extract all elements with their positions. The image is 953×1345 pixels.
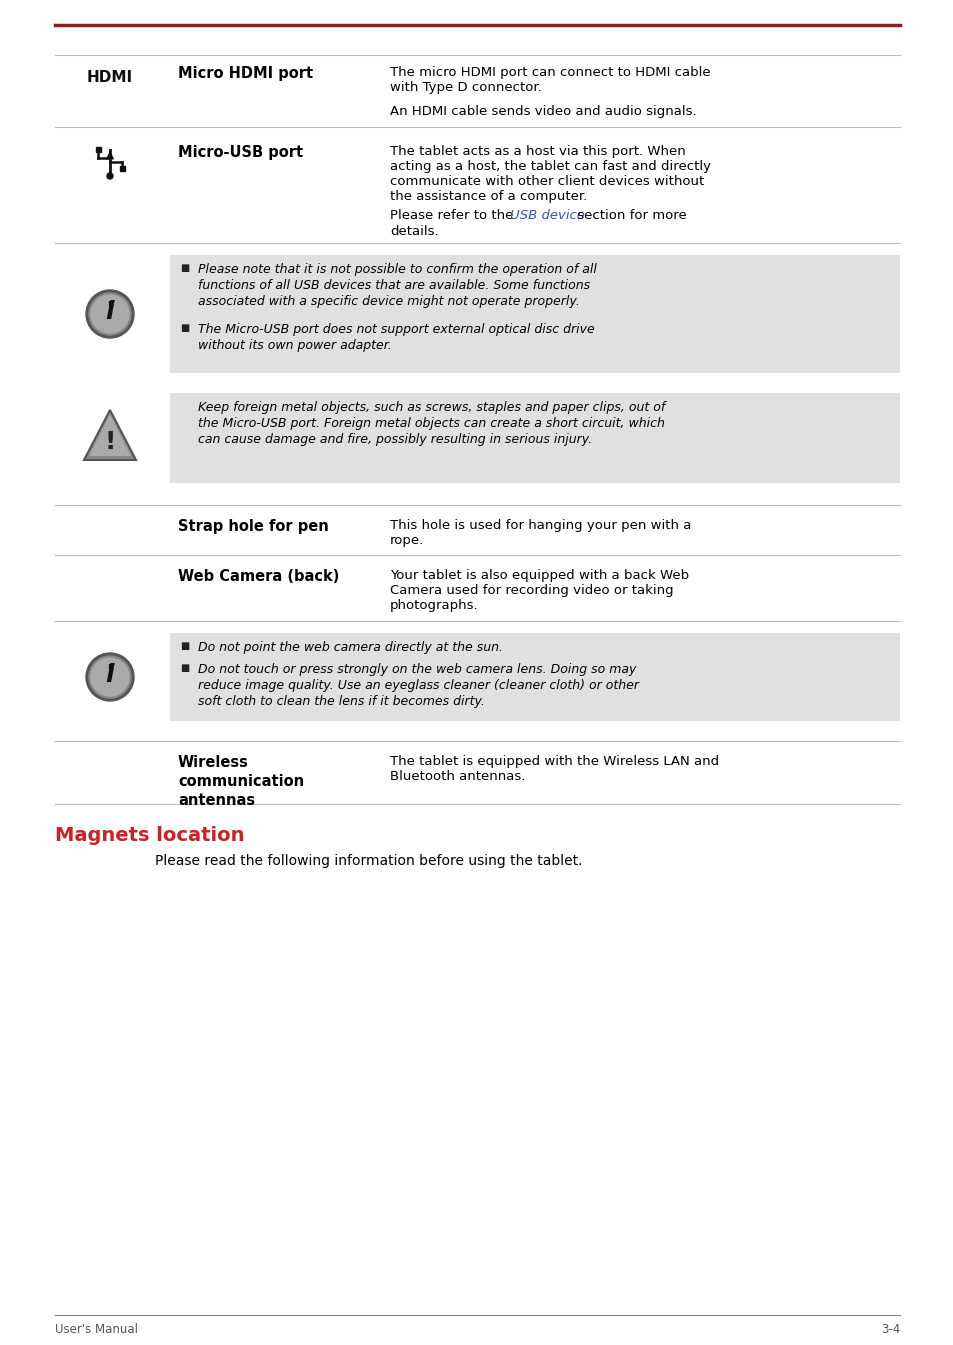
Circle shape: [107, 174, 112, 179]
Text: ■: ■: [180, 642, 189, 651]
Text: Keep foreign metal objects, such as screws, staples and paper clips, out of
the : Keep foreign metal objects, such as scre…: [198, 401, 664, 447]
Text: section for more: section for more: [573, 208, 686, 222]
Text: Micro HDMI port: Micro HDMI port: [178, 66, 313, 81]
Text: Micro-USB port: Micro-USB port: [178, 145, 303, 160]
Text: An HDMI cable sends video and audio signals.: An HDMI cable sends video and audio sign…: [390, 105, 696, 118]
Text: ■: ■: [180, 264, 189, 273]
Text: Your tablet is also equipped with a back Web
Camera used for recording video or : Your tablet is also equipped with a back…: [390, 569, 688, 612]
Text: Please note that it is not possible to confirm the operation of all
functions of: Please note that it is not possible to c…: [198, 264, 597, 308]
Circle shape: [91, 295, 129, 334]
Text: 3-4: 3-4: [880, 1323, 899, 1336]
Circle shape: [89, 293, 131, 335]
Bar: [96, 147, 101, 152]
Text: The tablet acts as a host via this port. When
acting as a host, the tablet can f: The tablet acts as a host via this port.…: [390, 145, 710, 203]
Text: Do not point the web camera directly at the sun.: Do not point the web camera directly at …: [198, 642, 502, 654]
Text: Magnets location: Magnets location: [55, 826, 244, 845]
Circle shape: [86, 654, 133, 701]
Text: i: i: [106, 663, 114, 687]
Text: This hole is used for hanging your pen with a
rope.: This hole is used for hanging your pen w…: [390, 519, 691, 547]
Text: details.: details.: [390, 225, 438, 238]
Text: Web Camera (back): Web Camera (back): [178, 569, 339, 584]
Text: ■: ■: [180, 323, 189, 334]
Circle shape: [89, 656, 131, 698]
FancyBboxPatch shape: [170, 633, 899, 721]
Text: ■: ■: [180, 663, 189, 672]
Text: The micro HDMI port can connect to HDMI cable
with Type D connector.: The micro HDMI port can connect to HDMI …: [390, 66, 710, 94]
Circle shape: [86, 291, 133, 338]
Text: !: !: [104, 430, 115, 455]
Text: The Micro-USB port does not support external optical disc drive
without its own : The Micro-USB port does not support exte…: [198, 323, 594, 352]
Text: Do not touch or press strongly on the web camera lens. Doing so may
reduce image: Do not touch or press strongly on the we…: [198, 663, 639, 707]
Text: Please refer to the: Please refer to the: [390, 208, 517, 222]
FancyBboxPatch shape: [170, 256, 899, 373]
Bar: [120, 165, 125, 171]
Text: User's Manual: User's Manual: [55, 1323, 138, 1336]
Polygon shape: [89, 414, 131, 456]
Polygon shape: [84, 410, 136, 460]
Text: .: .: [105, 647, 115, 675]
Text: The tablet is equipped with the Wireless LAN and
Bluetooth antennas.: The tablet is equipped with the Wireless…: [390, 755, 719, 783]
Text: .: .: [105, 284, 115, 312]
Text: Please read the following information before using the tablet.: Please read the following information be…: [154, 854, 582, 868]
Text: i: i: [106, 300, 114, 324]
Text: Strap hole for pen: Strap hole for pen: [178, 519, 329, 534]
FancyBboxPatch shape: [170, 393, 899, 483]
Text: USB device: USB device: [510, 208, 584, 222]
Text: HDMI: HDMI: [87, 70, 132, 86]
Text: Wireless
communication
antennas: Wireless communication antennas: [178, 755, 304, 808]
Circle shape: [91, 658, 129, 695]
